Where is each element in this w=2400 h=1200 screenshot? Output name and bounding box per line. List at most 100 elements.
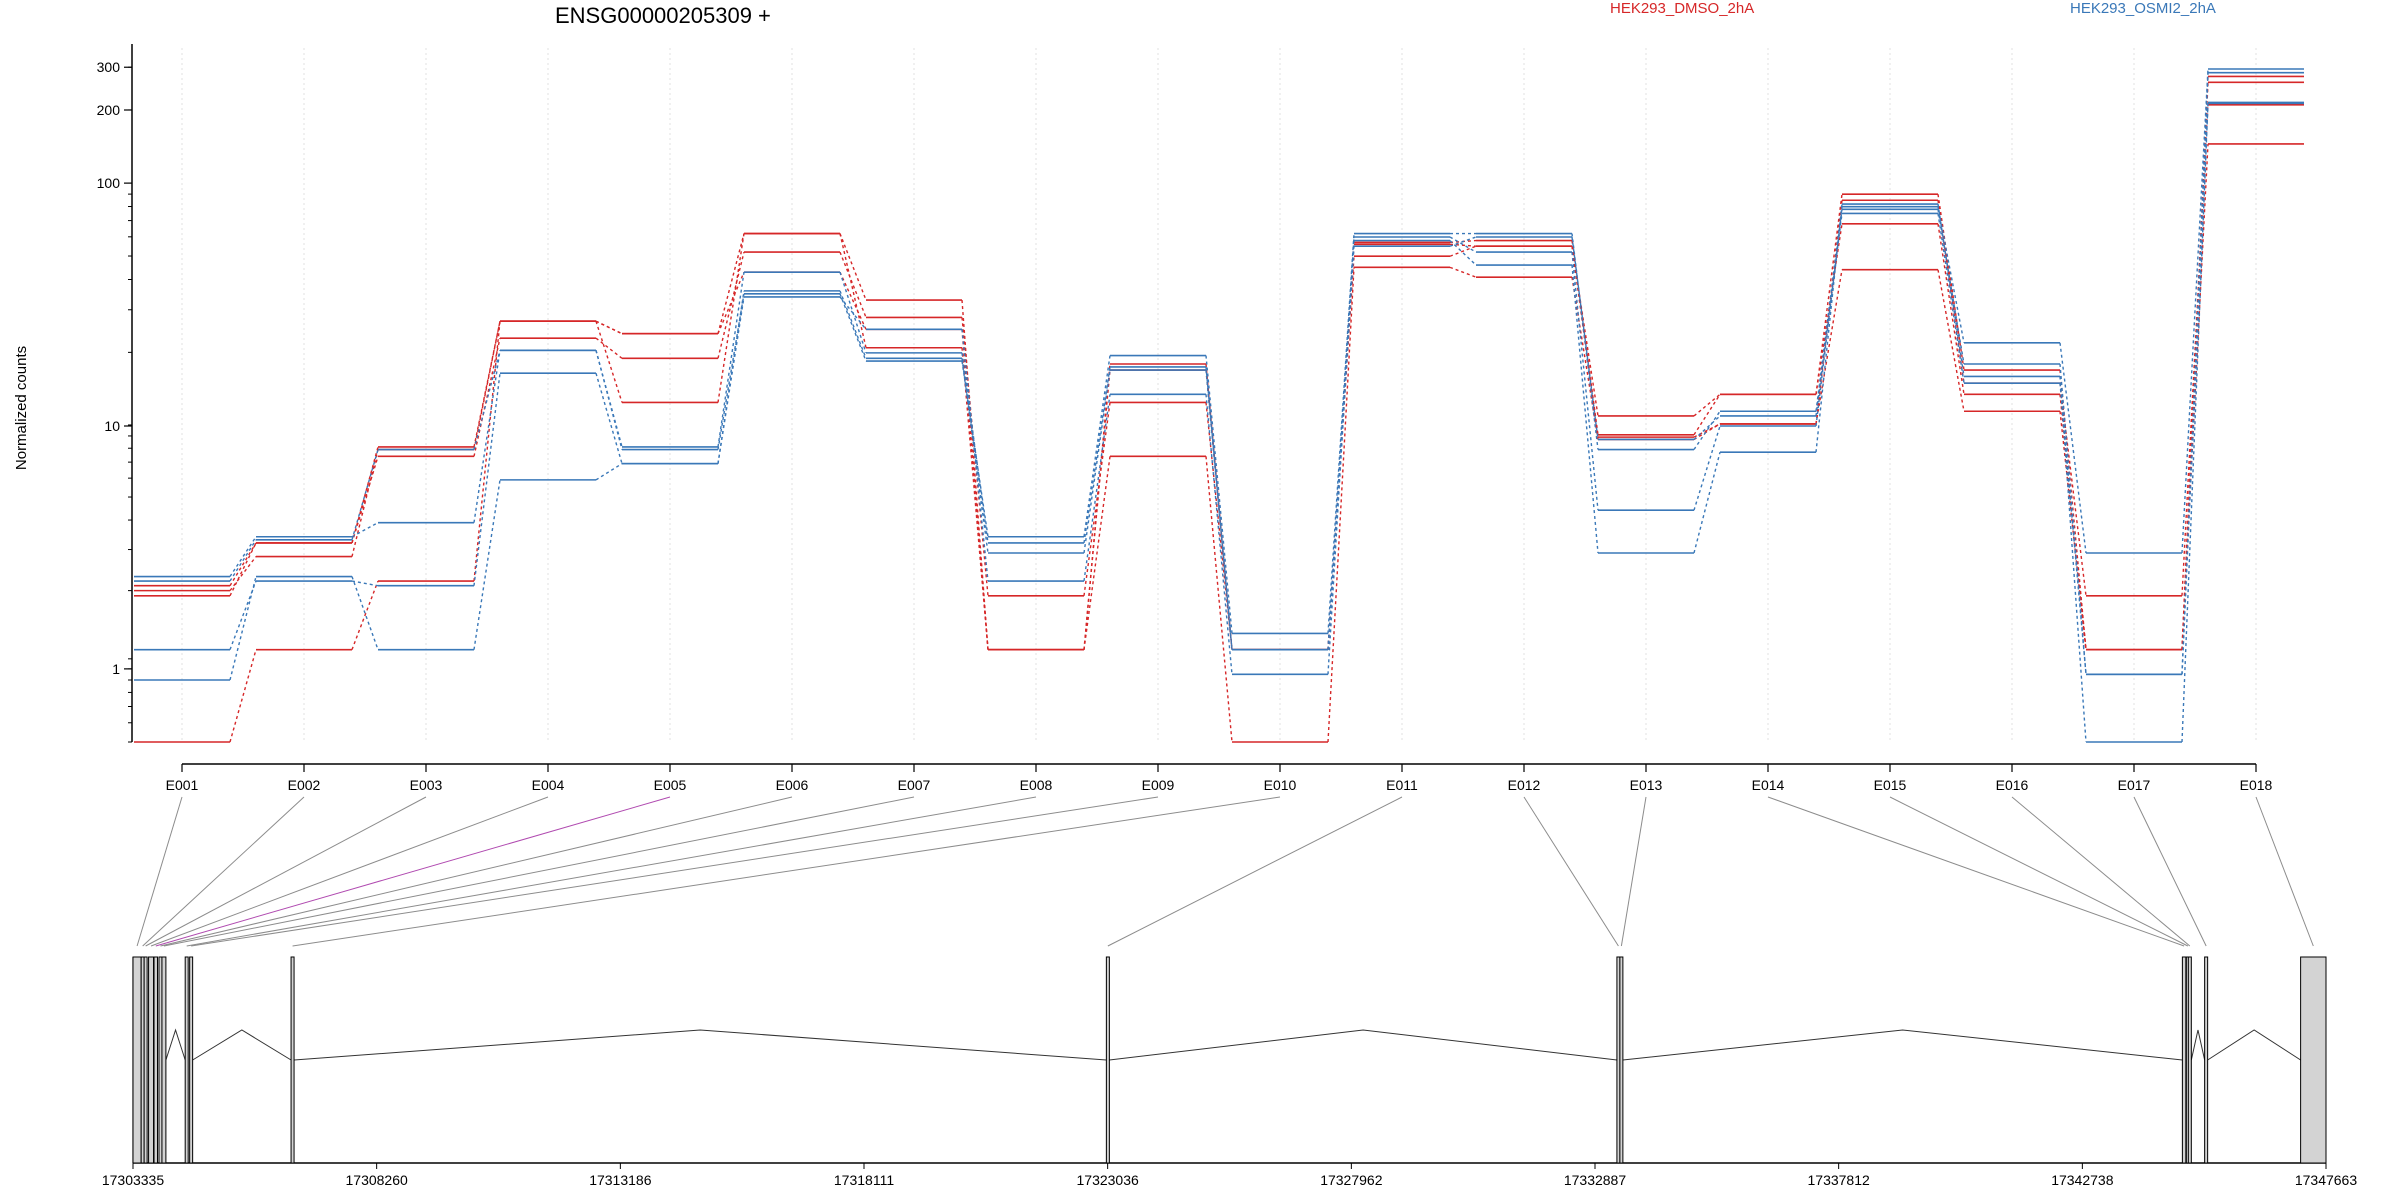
series-1 [134,75,2304,651]
series-5-transition-6 [839,293,867,362]
genomic-tick-label-5: 17327962 [1320,1172,1383,1188]
series-8-transition-16 [2059,383,2087,675]
exon-box-e004 [148,956,155,1164]
series-4-transition-4 [595,320,623,335]
series-8-transition-2 [351,449,379,540]
series-8-transition-5 [717,272,745,448]
series-7 [134,101,2304,743]
series-3-transition-14 [1815,269,1843,425]
series-7-transition-2 [351,576,379,650]
exon-box-e017 [2204,956,2209,1164]
series-8-transition-14 [1815,213,1843,417]
connector-e008 [186,796,1037,947]
genomic-tick-label-4: 17323036 [1077,1172,1140,1188]
series-7-transition-12 [1571,264,1599,554]
series-8-transition-7 [961,352,989,544]
exon-connectors [136,796,2314,947]
series-7-transition-5 [717,296,745,464]
x-tick-label-e015: E015 [1874,777,1907,793]
series-2-transition-4 [595,337,623,359]
series-5-transition-12 [1571,233,1599,450]
series-6-transition-3 [473,373,501,586]
intron-9 [192,1029,292,1061]
series-5-transition-2 [351,522,379,538]
series-2-transition-17 [2181,104,2209,596]
series-3-transition-4 [595,321,623,403]
exon-box-e008 [184,956,189,1164]
genomic-tick-label-3: 17318111 [834,1172,894,1188]
series-8-transition-1 [229,539,257,582]
x-tick-label-e011: E011 [1386,777,1418,793]
connector-e006 [160,796,793,947]
legend-label-osmi2: HEK293_OSMI2_2hA [2070,0,2216,17]
genomic-tick-label-0: 17303335 [102,1172,165,1188]
genomic-tick-label-1: 17308260 [346,1172,409,1188]
series-7-transition-17 [2181,102,2209,743]
series-5-transition-3 [473,350,501,523]
connector-e002 [142,796,305,947]
series-1-transition-5 [717,233,745,334]
connector-e004 [150,796,549,947]
x-tick-label-e013: E013 [1630,777,1663,793]
x-tick-label-e012: E012 [1508,777,1541,793]
series-4 [134,81,2304,651]
series-7-transition-4 [595,463,623,481]
exon-box-e016 [2187,956,2192,1164]
x-tick-label-e001: E001 [166,777,199,793]
series-5-transition-1 [229,536,257,577]
series-1-transition-16 [2059,369,2087,650]
connector-e014 [1767,796,2185,947]
x-tick-label-e008: E008 [1020,777,1053,793]
series-1-transition-14 [1815,194,1843,395]
series-3-transition-3 [473,321,501,582]
series-5-transition-13 [1693,410,1721,450]
series-6-transition-9 [1205,369,1233,650]
series-1-transition-1 [229,542,257,587]
series-6-transition-13 [1693,425,1721,511]
series-7-transition-3 [473,479,501,650]
series-2-transition-1 [229,542,257,597]
series-1-transition-15 [1937,194,1965,371]
intron-7 [165,1028,186,1061]
connector-e018 [2255,796,2314,947]
axes: 1 10 100 200 300 E001 E002 E003 E004 E005 E006 E007… [97,44,2273,793]
connector-e012 [1523,796,1619,947]
y-tick-label-300: 300 [97,59,121,75]
exon-box-e010 [290,956,295,1164]
series-1-transition-13 [1693,393,1721,436]
exon-box-e003 [143,956,148,1164]
x-tick-label-e018: E018 [2240,777,2273,793]
exon-box-e018 [2300,956,2327,1164]
connector-e001 [136,796,183,947]
series-8-transition-3 [473,350,501,450]
series-2-transition-3 [473,337,501,457]
genomic-tick-label-8: 17342738 [2051,1172,2114,1188]
x-tick-label-e016: E016 [1996,777,2029,793]
x-tick-label-e004: E004 [532,777,565,793]
series-1-transition-7 [961,300,989,650]
series-8-transition-17 [2181,103,2209,675]
series-4-transition-6 [839,271,867,330]
series-3-transition-7 [961,347,989,650]
connector-e005 [155,796,671,947]
series-8-transition-11 [1449,236,1477,247]
series-5-transition-16 [2059,342,2087,554]
connector-e009 [191,796,1159,947]
connector-e010 [292,796,1281,947]
legend-label-dmso: HEK293_DMSO_2hA [1610,0,1754,17]
series-4-transition-2 [351,449,379,557]
series-5-transition-4 [595,350,623,450]
series-2-transition-11 [1449,245,1477,257]
connector-e017 [2133,796,2207,947]
intron-10 [294,1029,1107,1061]
series-3-transition-10 [1327,267,1355,743]
x-tick-label-e002: E002 [288,777,321,793]
series-8-transition-12 [1571,236,1599,440]
exon-box-e014 [2181,956,2187,1164]
series-6-transition-11 [1449,236,1477,253]
series-3-transition-5 [717,233,745,403]
series-6-transition-8 [1083,369,1111,554]
series-5-transition-9 [1205,355,1233,634]
series-1-transition-6 [839,233,867,301]
